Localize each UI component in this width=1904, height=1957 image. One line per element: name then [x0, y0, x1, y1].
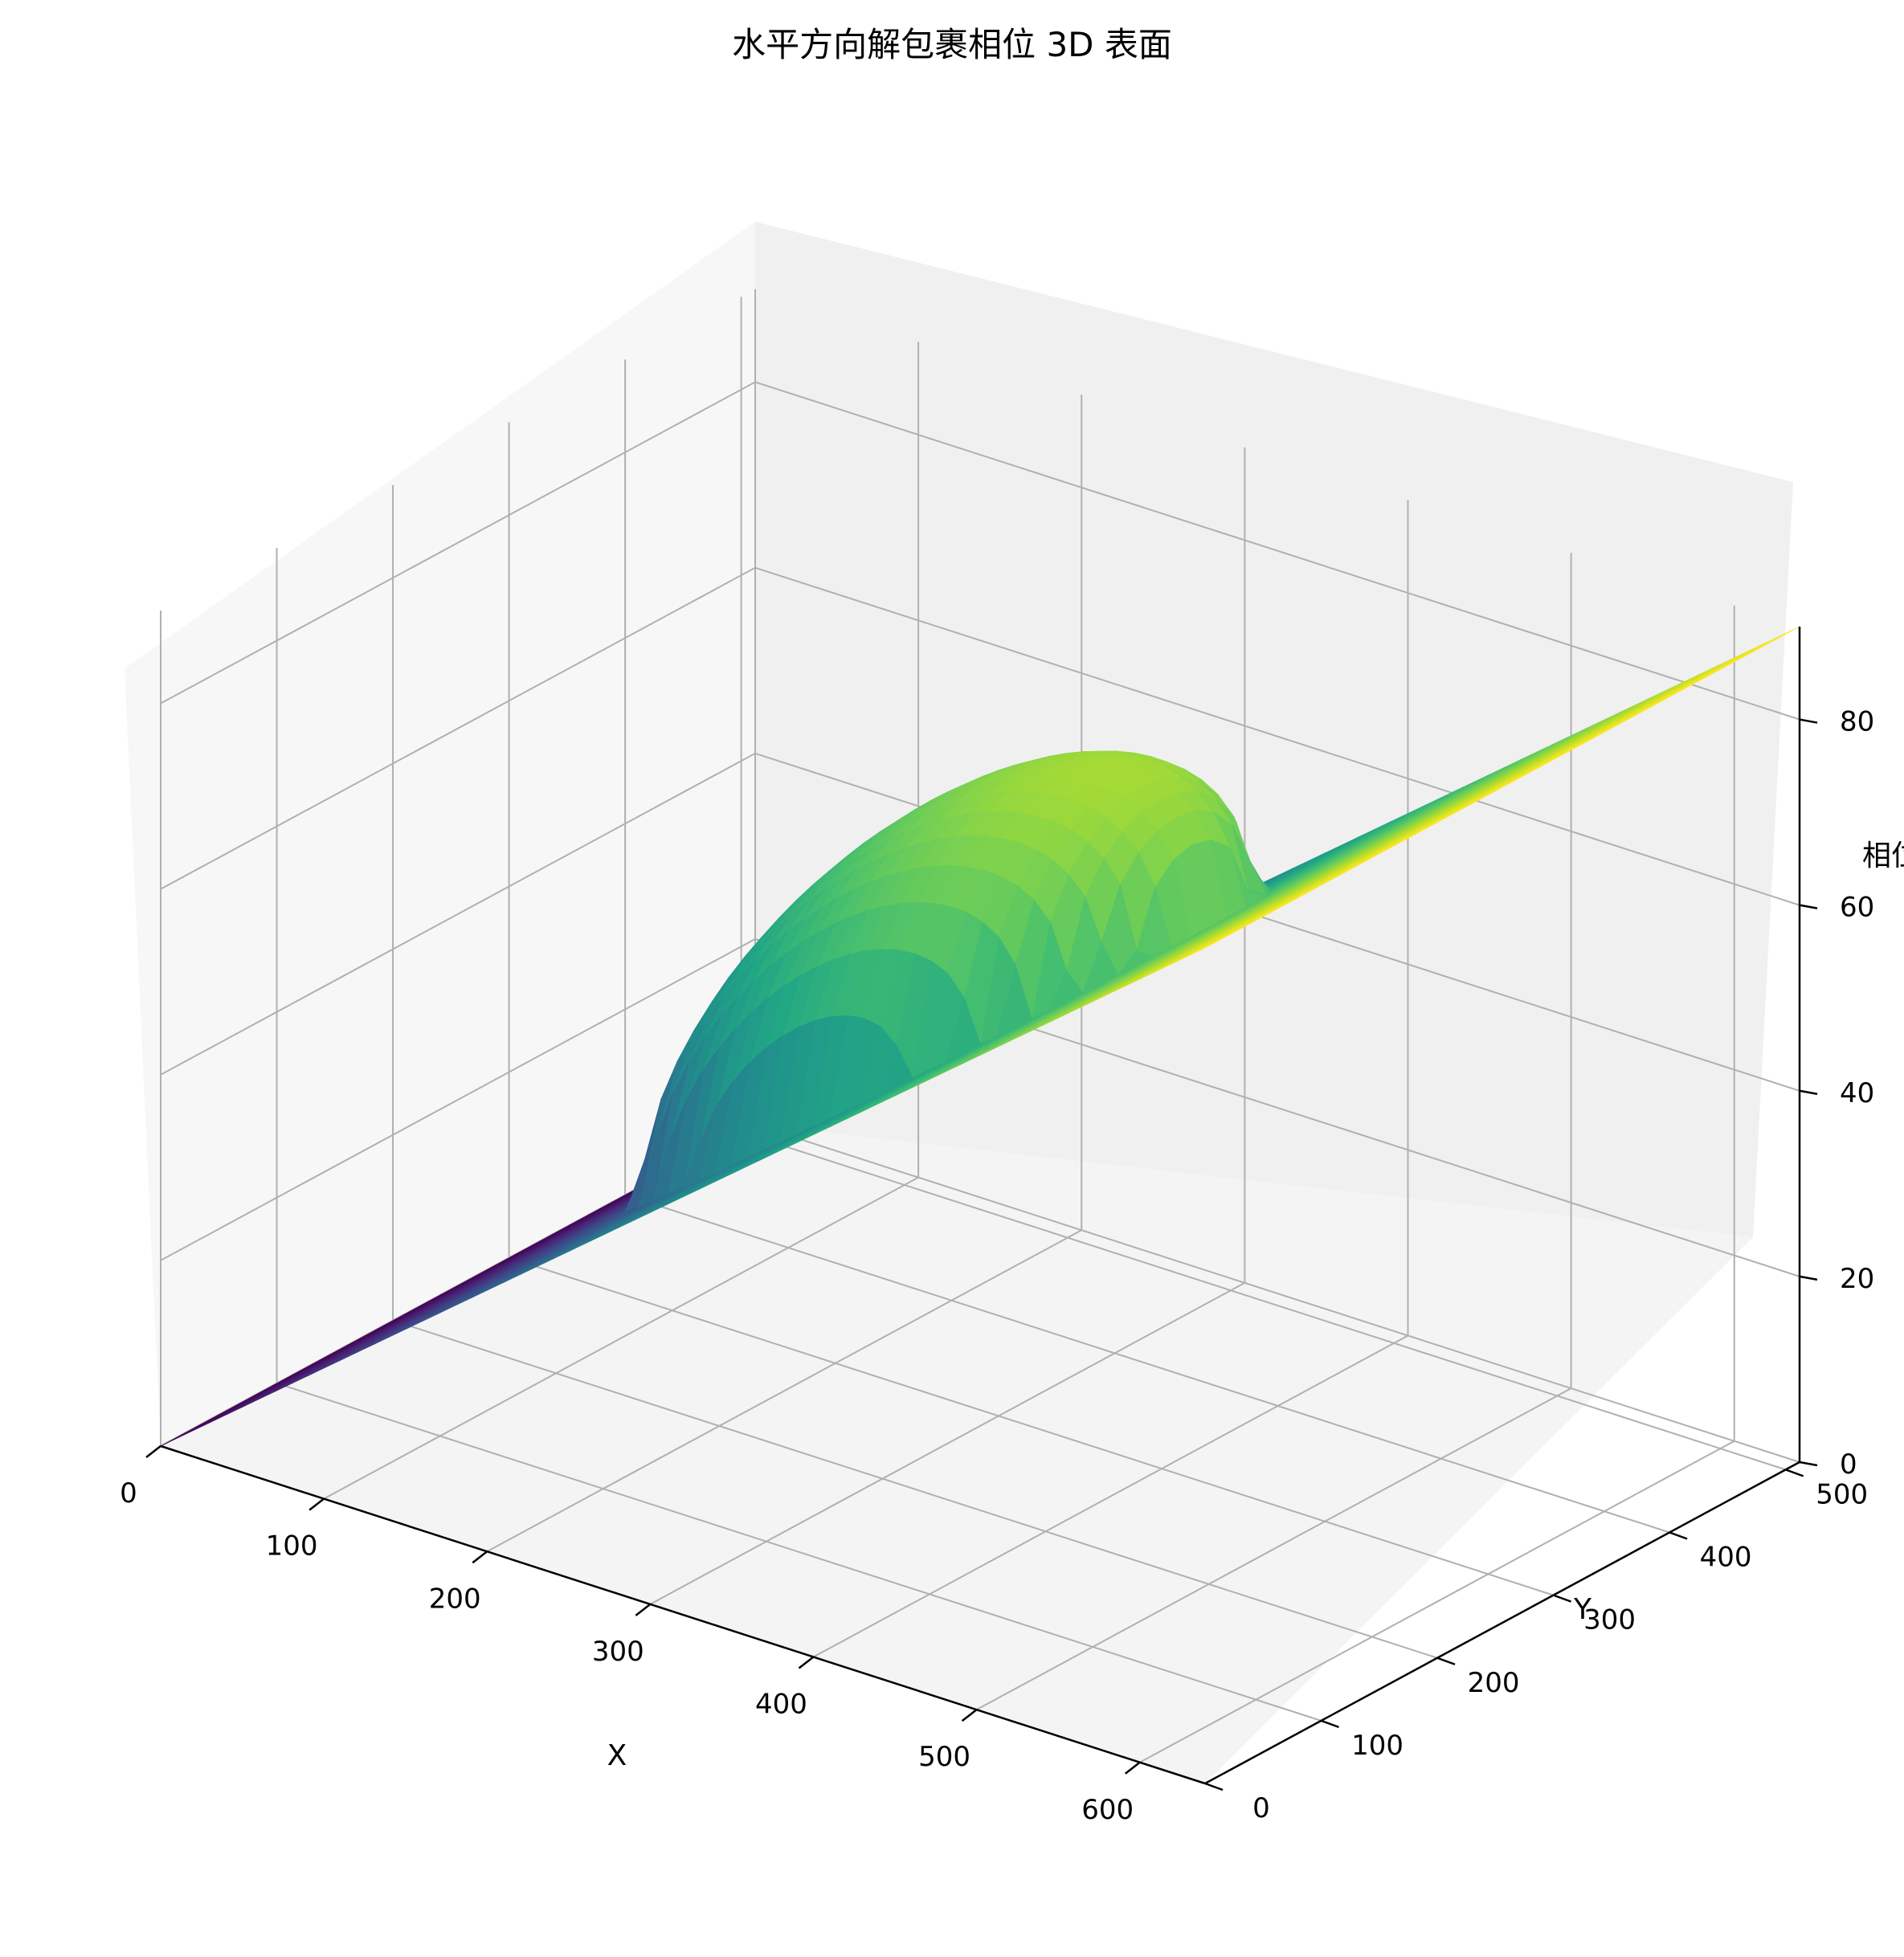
z-tick-1: [1799, 1275, 1818, 1281]
y-tick-label-3: 300: [1583, 1604, 1636, 1636]
z-tick-label-4: 80: [1840, 706, 1874, 738]
y-tick-1: [1321, 1719, 1339, 1729]
x-tick-label-3: 300: [592, 1636, 644, 1668]
y-tick-4: [1669, 1531, 1688, 1540]
x-tick-label-6: 600: [1081, 1794, 1134, 1826]
x-tick-2: [472, 1550, 488, 1564]
grid-line-z-2: [160, 752, 1800, 1092]
y-axis-title: Y: [1573, 1593, 1592, 1626]
z-tick-4: [1799, 718, 1818, 724]
z-tick-2: [1799, 1089, 1818, 1096]
y-tick-label-4: 400: [1700, 1542, 1752, 1574]
z-tick-label-0: 0: [1840, 1448, 1857, 1481]
y-axis-line: [1204, 1461, 1800, 1785]
x-tick-6: [1124, 1761, 1141, 1775]
z-axis-title: 相位: [1862, 840, 1904, 872]
y-tick-0: [1204, 1782, 1224, 1792]
axes: [160, 627, 1801, 1785]
surface: [160, 626, 1800, 1447]
y-tick-label-0: 0: [1252, 1792, 1270, 1824]
y-tick-3: [1553, 1594, 1572, 1603]
x-tick-label-2: 200: [429, 1583, 481, 1615]
z-tick-label-2: 40: [1840, 1077, 1874, 1109]
x-tick-label-4: 400: [755, 1689, 807, 1721]
x-tick-label-0: 0: [120, 1477, 137, 1510]
z-tick-0: [1799, 1461, 1818, 1467]
grid-line-z-4: [160, 381, 1800, 721]
x-tick-5: [961, 1709, 978, 1722]
x-tick-label-5: 500: [918, 1741, 970, 1773]
floor-pane: [161, 1125, 1753, 1783]
z-tick-3: [1799, 904, 1818, 909]
chart-title: 水平方向解包裹相位 3D 表面: [732, 25, 1172, 64]
x-tick-1: [308, 1497, 325, 1511]
y-tick-label-1: 100: [1351, 1730, 1403, 1762]
z-tick-label-3: 60: [1840, 892, 1874, 924]
y-tick-2: [1436, 1657, 1456, 1665]
x-tick-3: [635, 1603, 652, 1616]
x-axis-title: X: [607, 1739, 627, 1772]
y-tick-label-5: 500: [1816, 1478, 1868, 1510]
grid-line-z-1: [160, 938, 1800, 1277]
z-tick-label-1: 20: [1840, 1263, 1874, 1295]
left-pane: [125, 222, 755, 1446]
x-tick-0: [145, 1445, 161, 1458]
y-tick-label-2: 200: [1468, 1667, 1520, 1699]
y-tick-5: [1785, 1469, 1804, 1477]
x-axis-line: [160, 1444, 1206, 1785]
x-tick-4: [798, 1656, 815, 1669]
surface-cell: [1188, 938, 1224, 956]
x-tick-label-1: 100: [266, 1530, 318, 1563]
